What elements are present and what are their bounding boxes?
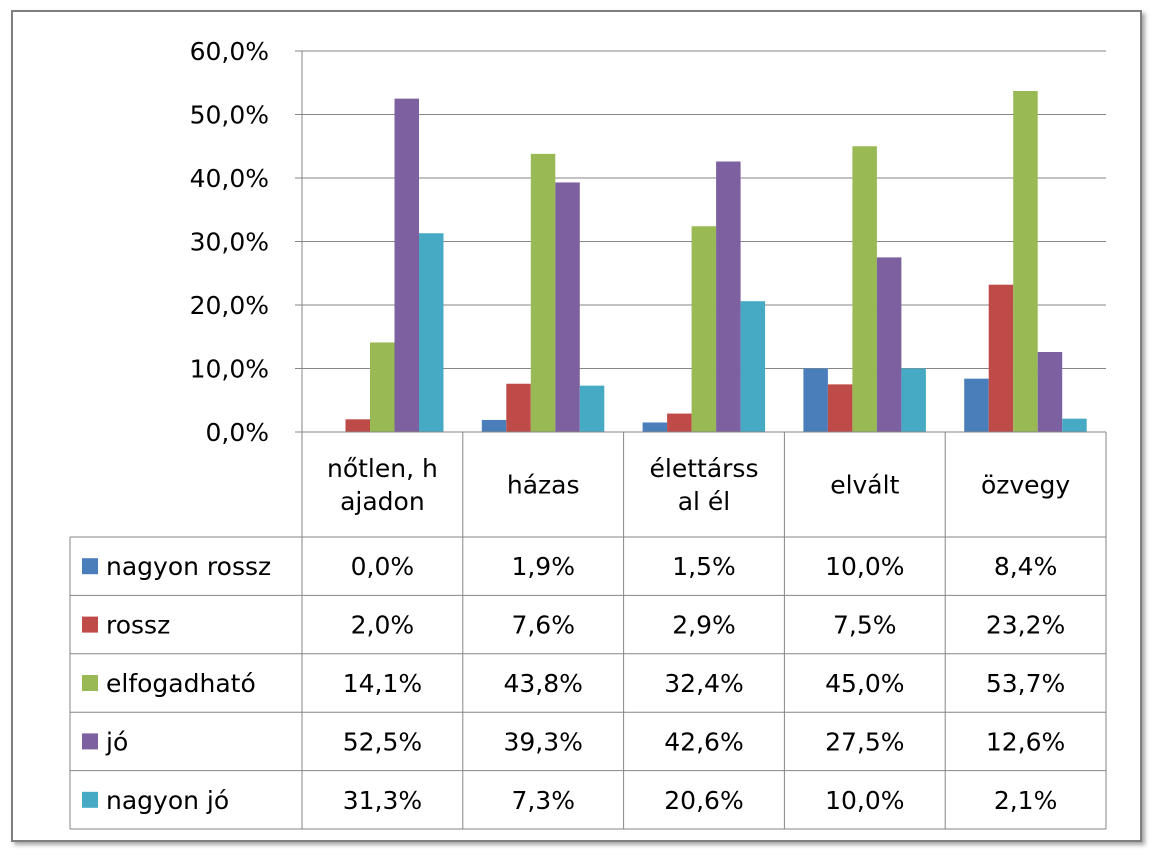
table-cell-value: 52,5%: [343, 727, 422, 756]
table-cell-value: 1,9%: [511, 552, 575, 581]
legend-label: elfogadható: [106, 669, 256, 698]
table-cell-value: 7,3%: [511, 786, 575, 815]
table-cell-value: 23,2%: [986, 611, 1065, 640]
table-cell-value: 0,0%: [351, 552, 415, 581]
table-cell-value: 53,7%: [986, 669, 1065, 698]
bar-nagyon-jó-0: [419, 233, 444, 432]
bar-nagyon-rossz-4: [964, 378, 989, 432]
legend-swatch: [82, 616, 98, 633]
y-tick-label: 40,0%: [190, 164, 269, 193]
axes: 0,0% 10,0% 20,0% 30,0% 40,0% 50,0% 60,0%: [190, 37, 303, 447]
table-cell-value: 43,8%: [503, 669, 582, 698]
y-tick-label: 20,0%: [190, 291, 269, 320]
table-cell-value: 31,3%: [343, 786, 422, 815]
table-cell-value: 7,6%: [511, 611, 575, 640]
bar-rossz-2: [667, 413, 692, 432]
y-tick-label: 10,0%: [190, 355, 269, 384]
table-cell-value: 42,6%: [664, 727, 743, 756]
legend-label: nagyon jó: [106, 786, 229, 815]
table-cell-value: 2,0%: [351, 611, 415, 640]
category-label-line: élettárss: [650, 454, 759, 483]
y-tick-label: 0,0%: [205, 418, 269, 447]
y-tick-label: 60,0%: [190, 37, 269, 66]
table-cell-value: 45,0%: [825, 669, 904, 698]
bar-elfogadható-0: [370, 342, 395, 432]
legend-swatch: [82, 733, 98, 750]
table-cell-value: 2,1%: [994, 786, 1058, 815]
legend-label: nagyon rossz: [106, 552, 271, 581]
table-cell-value: 8,4%: [994, 552, 1058, 581]
bar-rossz-0: [345, 419, 370, 432]
bar-jó-2: [716, 161, 741, 433]
bar-elfogadható-1: [530, 153, 556, 432]
table-cell-value: 12,6%: [986, 727, 1065, 756]
bar-nagyon-jó-1: [579, 385, 605, 432]
y-tick-label: 50,0%: [190, 101, 269, 130]
category-label: elvált: [830, 471, 899, 500]
table-cell-value: 39,3%: [503, 727, 582, 756]
category-label: özvegy: [981, 471, 1070, 500]
bar-rossz-1: [506, 383, 531, 432]
category-label-line: al él: [678, 487, 731, 516]
category-label-line: elvált: [830, 471, 899, 500]
legend-label: jó: [105, 727, 128, 756]
table-cell-value: 27,5%: [825, 727, 904, 756]
category-label-line: ajadon: [340, 487, 425, 516]
category-label-line: nőtlen, h: [327, 454, 438, 483]
table-cell-value: 14,1%: [343, 669, 422, 698]
bar-elfogadható-2: [691, 226, 717, 432]
bar-nagyon-jó-2: [740, 301, 766, 432]
legend-label: rossz: [106, 611, 170, 640]
bar-jó-0: [394, 98, 419, 432]
bar-nagyon-jó-3: [901, 368, 926, 432]
bar-nagyon-rossz-2: [642, 422, 668, 432]
category-label: nőtlen, h ajadon: [327, 454, 438, 516]
table-cell-value: 1,5%: [672, 552, 736, 581]
data-table: nőtlen, h ajadon házas élettárss al él elvált…: [69, 431, 1107, 830]
bar-elfogadható-4: [1013, 91, 1038, 432]
table-cell-value: 20,6%: [664, 786, 743, 815]
table-cell-value: 7,5%: [833, 611, 897, 640]
bar-nagyon-rossz-3: [803, 368, 828, 432]
legend-swatch: [82, 675, 98, 691]
table-cell-value: 10,0%: [825, 786, 904, 815]
bar-elfogadható-3: [852, 146, 877, 432]
legend-swatch: [82, 558, 98, 575]
bar-jó-3: [876, 257, 902, 432]
category-label: házas: [507, 471, 580, 500]
y-tick-label: 30,0%: [190, 228, 269, 257]
category-label-line: házas: [507, 471, 580, 500]
bars: [345, 91, 1087, 433]
table-cell-value: 32,4%: [664, 669, 743, 698]
legend-swatch: [82, 791, 98, 808]
category-label: élettárss al él: [650, 454, 759, 516]
bar-jó-4: [1037, 351, 1063, 432]
category-label-line: özvegy: [981, 471, 1070, 500]
table-cell-value: 10,0%: [825, 552, 904, 581]
bar-rossz-3: [827, 384, 853, 432]
bar-nagyon-jó-4: [1062, 418, 1087, 432]
bar-nagyon-rossz-1: [481, 419, 507, 432]
table-cell-value: 2,9%: [672, 611, 736, 640]
bar-jó-1: [555, 182, 580, 432]
bar-rossz-4: [988, 284, 1014, 432]
